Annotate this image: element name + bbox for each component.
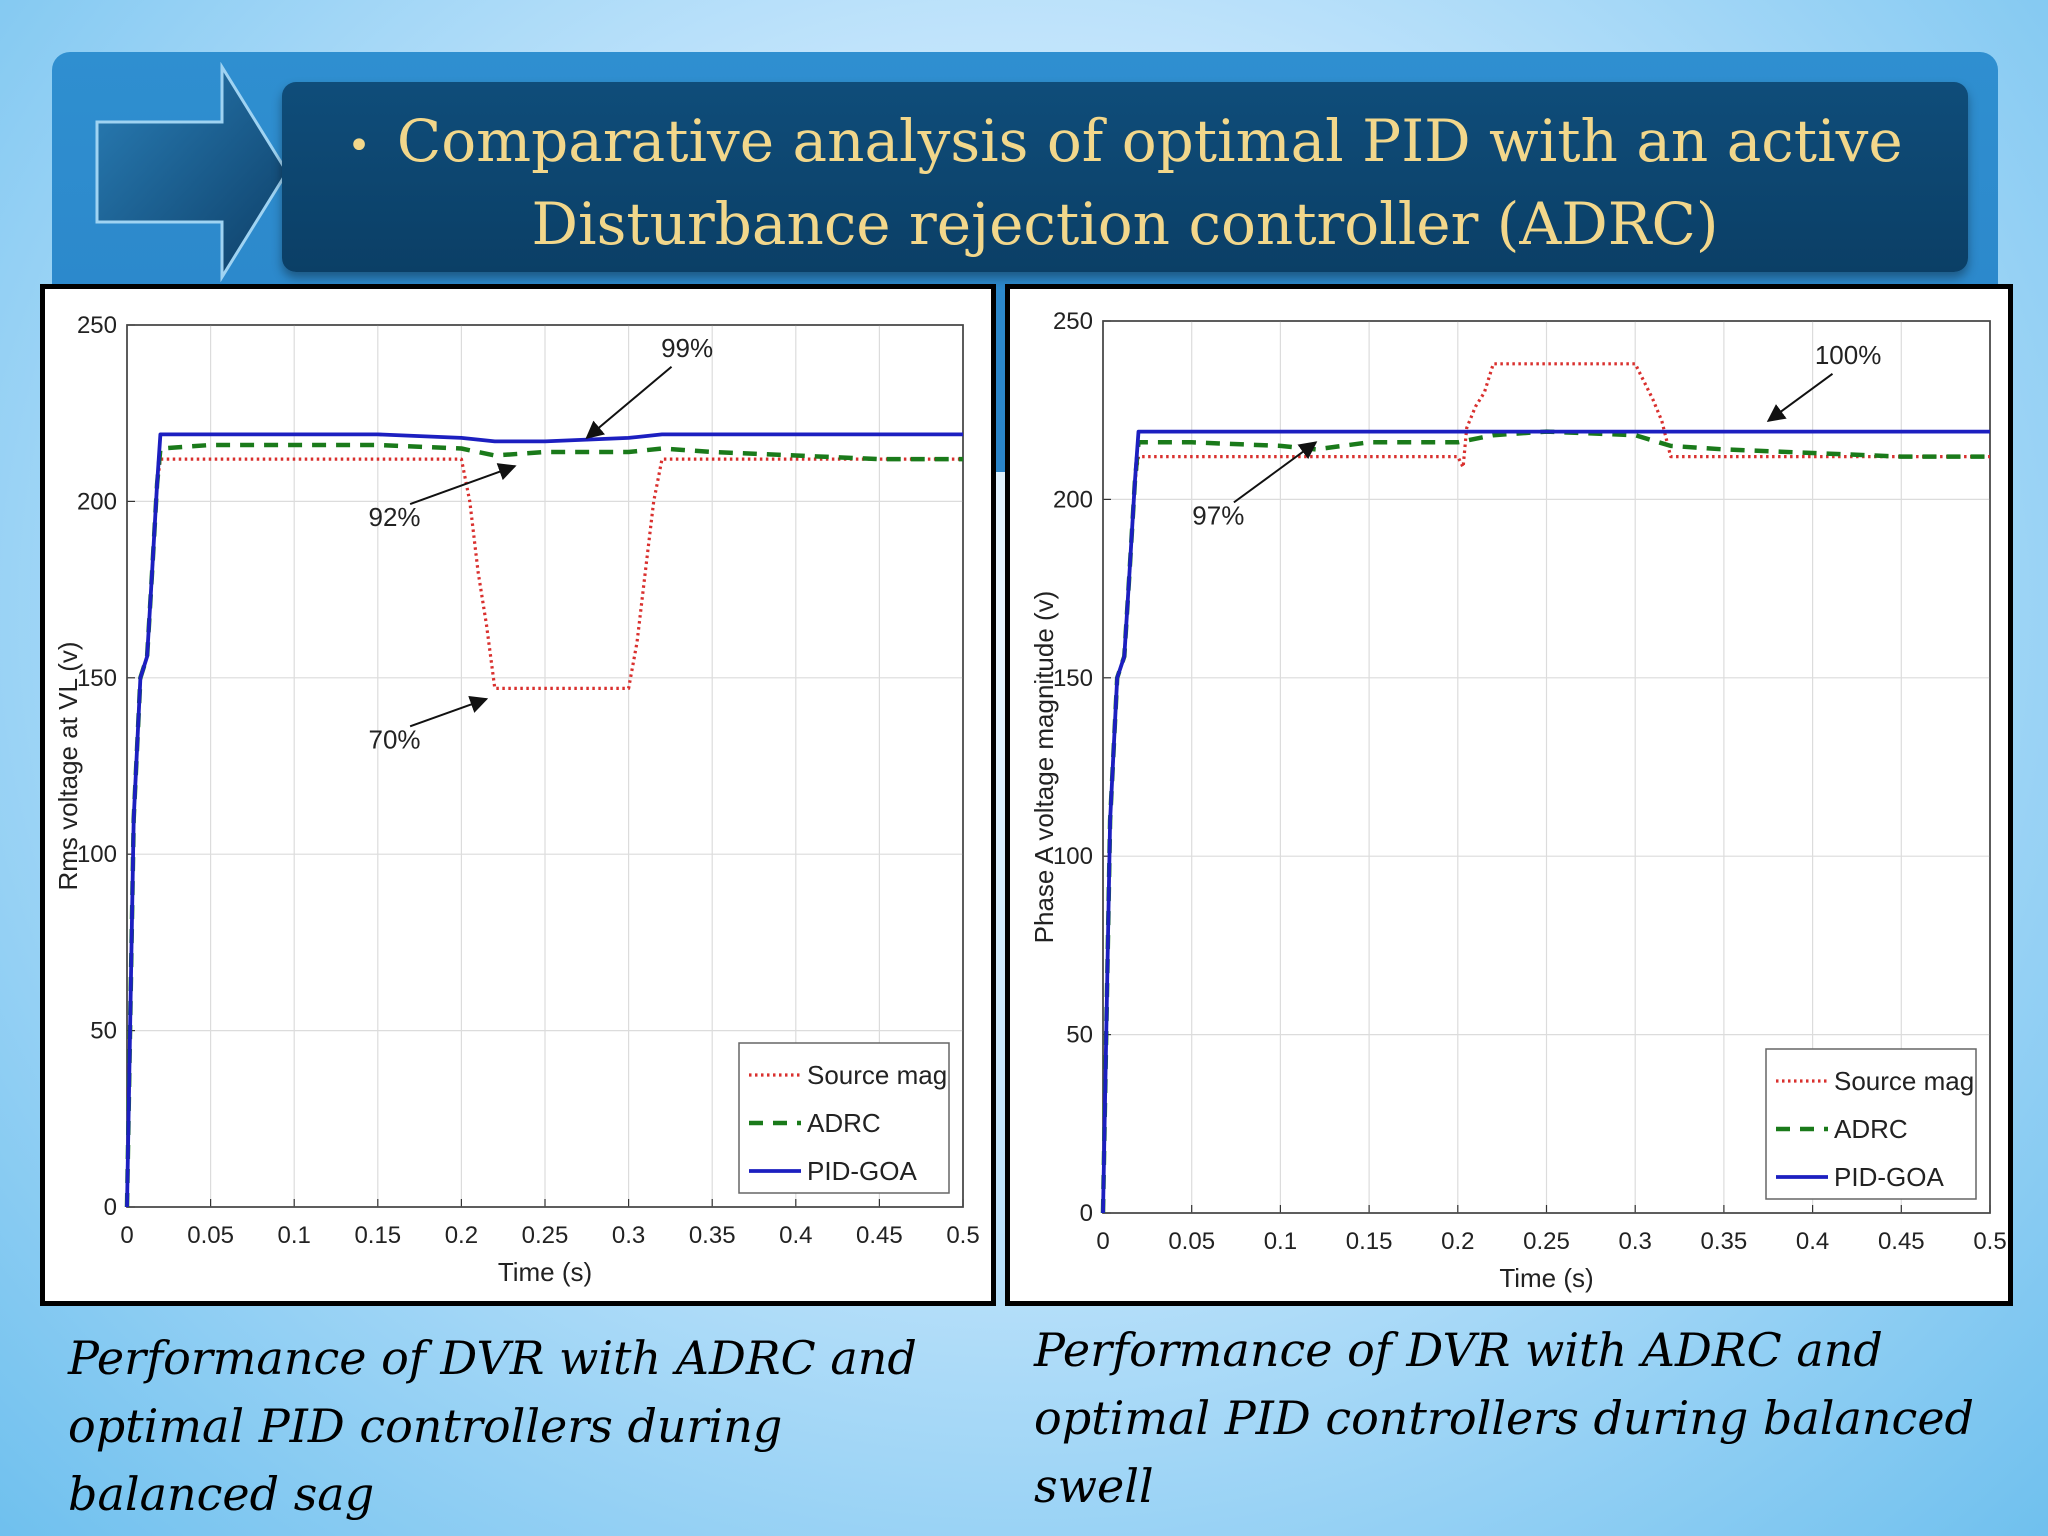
legend-label: PID-GOA xyxy=(807,1156,917,1186)
series-line-pid-goa xyxy=(1101,429,1990,1214)
legend-box xyxy=(738,1042,950,1194)
caption-swell-line-2: optimal PID controllers during balanced … xyxy=(1034,1391,1974,1513)
series-line-pid-goa xyxy=(125,432,963,1208)
y-tick-label: 250 xyxy=(77,312,117,339)
y-tick-label: 200 xyxy=(1053,486,1093,513)
x-tick-label: 0.5 xyxy=(1973,1228,2006,1255)
x-tick-label: 0.05 xyxy=(187,1222,234,1249)
x-tick-label: 0.4 xyxy=(1796,1228,1829,1255)
legend-label: Source mag xyxy=(807,1060,947,1090)
annotation-arrow xyxy=(409,695,489,728)
x-tick-label: 0.2 xyxy=(1441,1228,1474,1255)
y-axis-label: Rms voltage at VL (v) xyxy=(53,641,83,890)
x-tick-label: 0.2 xyxy=(445,1222,478,1249)
annotation-arrow xyxy=(409,463,517,506)
caption-swell: Performance of DVR with ADRC and optimal… xyxy=(1034,1316,2014,1520)
y-tick-label: 50 xyxy=(1066,1022,1093,1049)
x-tick-label: 0.15 xyxy=(354,1222,401,1249)
y-tick-label: 0 xyxy=(104,1194,117,1221)
y-tick-label: 100 xyxy=(1053,843,1093,870)
y-tick-label: 250 xyxy=(1053,308,1093,335)
x-tick-label: 0 xyxy=(1096,1228,1109,1255)
x-tick-label: 0.45 xyxy=(1878,1228,1925,1255)
legend-label: ADRC xyxy=(1834,1114,1908,1144)
x-tick-label: 0.25 xyxy=(1523,1228,1570,1255)
caption-swell-line-1: Performance of DVR with ADRC and xyxy=(1034,1323,1883,1377)
title-line-1: Comparative analysis of optimal PID with… xyxy=(396,107,1903,175)
y-tick-label: 50 xyxy=(90,1018,117,1045)
annotation-arrow xyxy=(585,365,673,440)
annotation-label: 99% xyxy=(661,333,713,363)
annotation-arrow xyxy=(1233,441,1318,504)
x-tick-label: 0.05 xyxy=(1168,1228,1215,1255)
series-line-source-mag xyxy=(1101,362,1990,1214)
title-box: • Comparative analysis of optimal PID wit… xyxy=(282,82,1968,272)
y-tick-label: 100 xyxy=(77,841,117,868)
x-tick-label: 0.1 xyxy=(1264,1228,1297,1255)
legend-box xyxy=(1765,1048,1977,1200)
x-tick-label: 0.25 xyxy=(522,1222,569,1249)
legend-label: ADRC xyxy=(807,1108,881,1138)
legend-label: PID-GOA xyxy=(1834,1162,1944,1192)
y-axis-label: Phase A voltage magnitude (v) xyxy=(1029,591,1059,944)
x-tick-label: 0.45 xyxy=(856,1222,903,1249)
annotation-label: 70% xyxy=(368,724,420,754)
chart-sag: 0 0.05 0.1 0.15 0.2 0.25 0.3 0.35 0.4 0.45 0.5 0 50 1… xyxy=(53,312,980,1287)
caption-sag: Performance of DVR with ADRC and optimal… xyxy=(68,1324,998,1528)
plot-border xyxy=(1102,320,1991,1214)
y-tick-label: 200 xyxy=(77,488,117,515)
chart-swell: 0 0.05 0.1 0.15 0.2 0.25 0.3 0.35 0.4 0.45 0.5 0 50 1… xyxy=(1029,308,2007,1293)
annotation-arrow xyxy=(1766,373,1834,422)
annotation-label: 92% xyxy=(368,502,420,532)
slide-title: • Comparative analysis of optimal PID wit… xyxy=(282,102,1968,263)
bullet-icon: • xyxy=(347,122,371,169)
y-tick-label: 0 xyxy=(1080,1200,1093,1227)
series-line-adrc xyxy=(1100,429,1990,1214)
annotation-label: 100% xyxy=(1815,340,1882,370)
x-tick-label: 0.5 xyxy=(946,1222,979,1249)
y-tick-label: 150 xyxy=(1053,665,1093,692)
x-tick-label: 0.3 xyxy=(612,1222,645,1249)
x-tick-label: 0.3 xyxy=(1619,1228,1652,1255)
annotation-label: 97% xyxy=(1192,500,1244,530)
x-tick-label: 0.1 xyxy=(278,1222,311,1249)
plot-border xyxy=(126,324,964,1208)
x-tick-label: 0.35 xyxy=(1701,1228,1748,1255)
chart-panel-sag: 0 0.05 0.1 0.15 0.2 0.25 0.3 0.35 0.4 0.45 0.5 0 50 1… xyxy=(40,284,996,1306)
legend-label: Source mag xyxy=(1834,1066,1974,1096)
y-tick-label: 150 xyxy=(77,665,117,692)
x-tick-label: 0.35 xyxy=(689,1222,736,1249)
title-line-2: Disturbance rejection controller (ADRC) xyxy=(531,189,1719,258)
x-axis-label: Time (s) xyxy=(498,1257,592,1287)
caption-sag-line-1: Performance of DVR with ADRC and xyxy=(68,1331,917,1385)
caption-sag-line-2: optimal PID controllers during balanced … xyxy=(68,1399,783,1521)
x-axis-label: Time (s) xyxy=(1499,1263,1593,1293)
x-tick-label: 0.4 xyxy=(779,1222,812,1249)
arrow-right-icon xyxy=(95,62,289,282)
x-tick-label: 0.15 xyxy=(1346,1228,1393,1255)
x-tick-label: 0 xyxy=(120,1222,133,1249)
chart-panel-swell: 0 0.05 0.1 0.15 0.2 0.25 0.3 0.35 0.4 0.45 0.5 0 50 1… xyxy=(1005,284,2013,1306)
